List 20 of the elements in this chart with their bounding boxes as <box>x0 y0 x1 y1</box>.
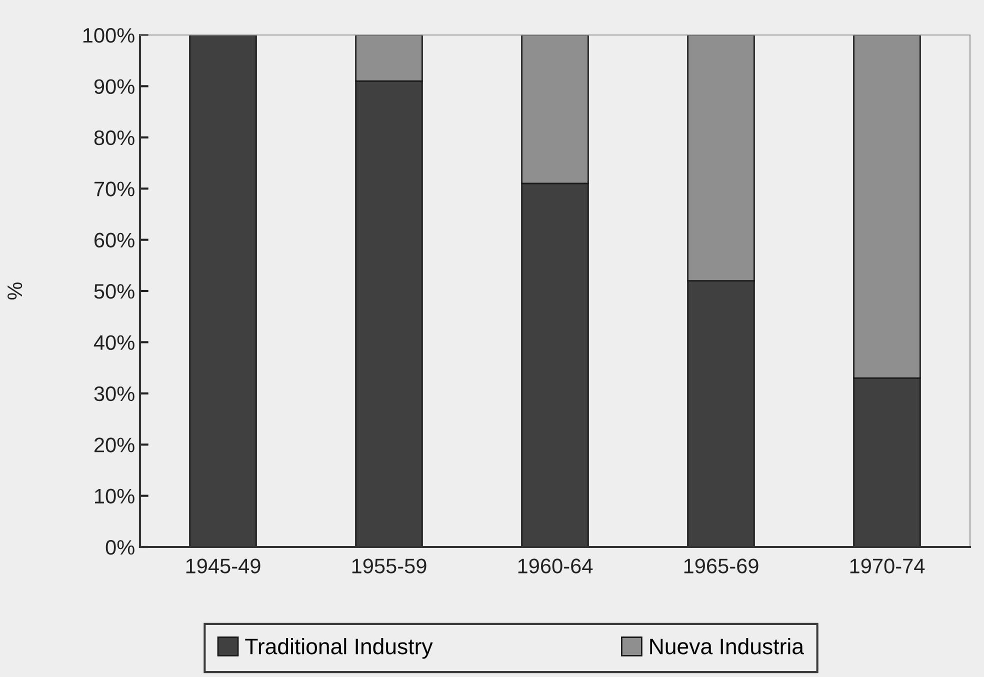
x-tick-label: 1945-49 <box>186 558 260 574</box>
legend-label: Traditional Industry <box>245 638 433 659</box>
y-tick-label: 90% <box>94 79 134 94</box>
x-tick-label: 1970-74 <box>850 558 925 574</box>
y-tick-label: 20% <box>94 438 134 452</box>
y-tick-label: 100% <box>83 28 134 43</box>
x-tick-label: 1955-59 <box>352 558 426 574</box>
y-tick-label: 80% <box>94 130 134 146</box>
y-tick-label: 70% <box>94 182 134 196</box>
y-tick-label: 10% <box>95 488 134 504</box>
y-tick-label: 0% <box>106 540 134 555</box>
y-axis-title: % <box>8 282 22 300</box>
legend-label: Nueva Industria <box>650 638 804 654</box>
x-tick-label: 1965-69 <box>684 558 758 574</box>
x-tick-label: 1960-64 <box>518 558 593 574</box>
y-tick-label: 50% <box>94 284 134 299</box>
bar <box>189 35 257 547</box>
y-tick-label: 30% <box>94 386 134 402</box>
y-tick-label: 60% <box>94 232 134 248</box>
y-tick-label: 40% <box>94 335 134 350</box>
